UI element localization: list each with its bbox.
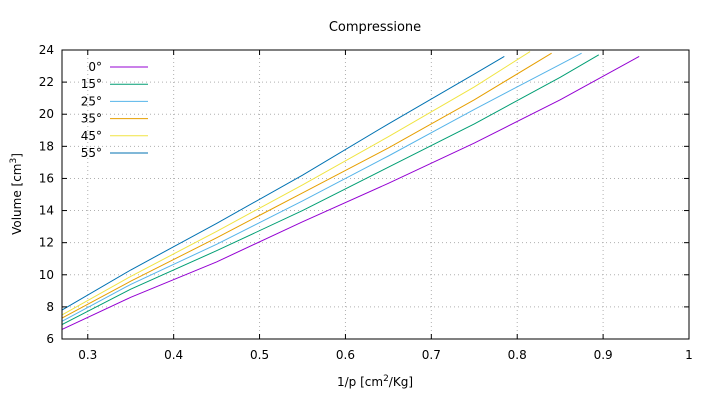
grid-lines	[62, 50, 689, 339]
y-tick-label: 18	[39, 139, 54, 153]
x-tick-label: 0.9	[594, 348, 613, 362]
plot-frame	[61, 49, 690, 340]
legend-label: 35°	[81, 112, 102, 126]
y-tick-label: 14	[39, 204, 54, 218]
legend-label: 25°	[81, 94, 102, 108]
y-tick-label: 24	[39, 43, 54, 57]
x-axis-title: 1/p [cm2/Kg]	[337, 374, 413, 389]
x-tick-label: 0.7	[422, 348, 441, 362]
series-line	[61, 55, 640, 330]
y-tick-label: 6	[46, 332, 54, 346]
series-line	[61, 54, 600, 326]
legend-label: 55°	[81, 146, 102, 160]
y-tick-label: 20	[39, 107, 54, 121]
legend: 0° 15° 25° 35° 45° 55°	[81, 60, 148, 160]
x-tick-label: 0.5	[250, 348, 269, 362]
x-tick-label: 0.6	[336, 348, 355, 362]
y-tick-label: 12	[39, 236, 54, 250]
series-line	[61, 52, 552, 319]
y-tick-label: 16	[39, 171, 54, 185]
x-tick-label: 0.3	[78, 348, 97, 362]
y-tick-label: 22	[39, 75, 54, 89]
series-lines	[61, 51, 640, 330]
series-line	[61, 55, 505, 311]
y-axis-title: Volume [cm3]	[9, 153, 24, 235]
legend-label: 45°	[81, 129, 102, 143]
series-line	[61, 51, 531, 316]
legend-label: 15°	[81, 77, 102, 91]
y-tick-label: 8	[46, 300, 54, 314]
x-tick-label: 0.4	[164, 348, 183, 362]
x-tick-label: 0.8	[508, 348, 527, 362]
legend-label: 0°	[88, 60, 102, 74]
chart-title: Compressione	[329, 20, 421, 35]
y-tick-label: 10	[39, 268, 54, 282]
x-tick-label: 1	[685, 348, 693, 362]
series-line	[61, 52, 582, 322]
